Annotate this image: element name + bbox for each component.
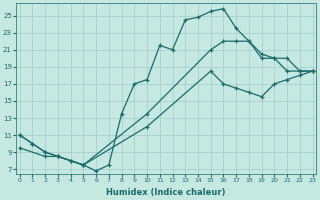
X-axis label: Humidex (Indice chaleur): Humidex (Indice chaleur) bbox=[107, 188, 226, 197]
